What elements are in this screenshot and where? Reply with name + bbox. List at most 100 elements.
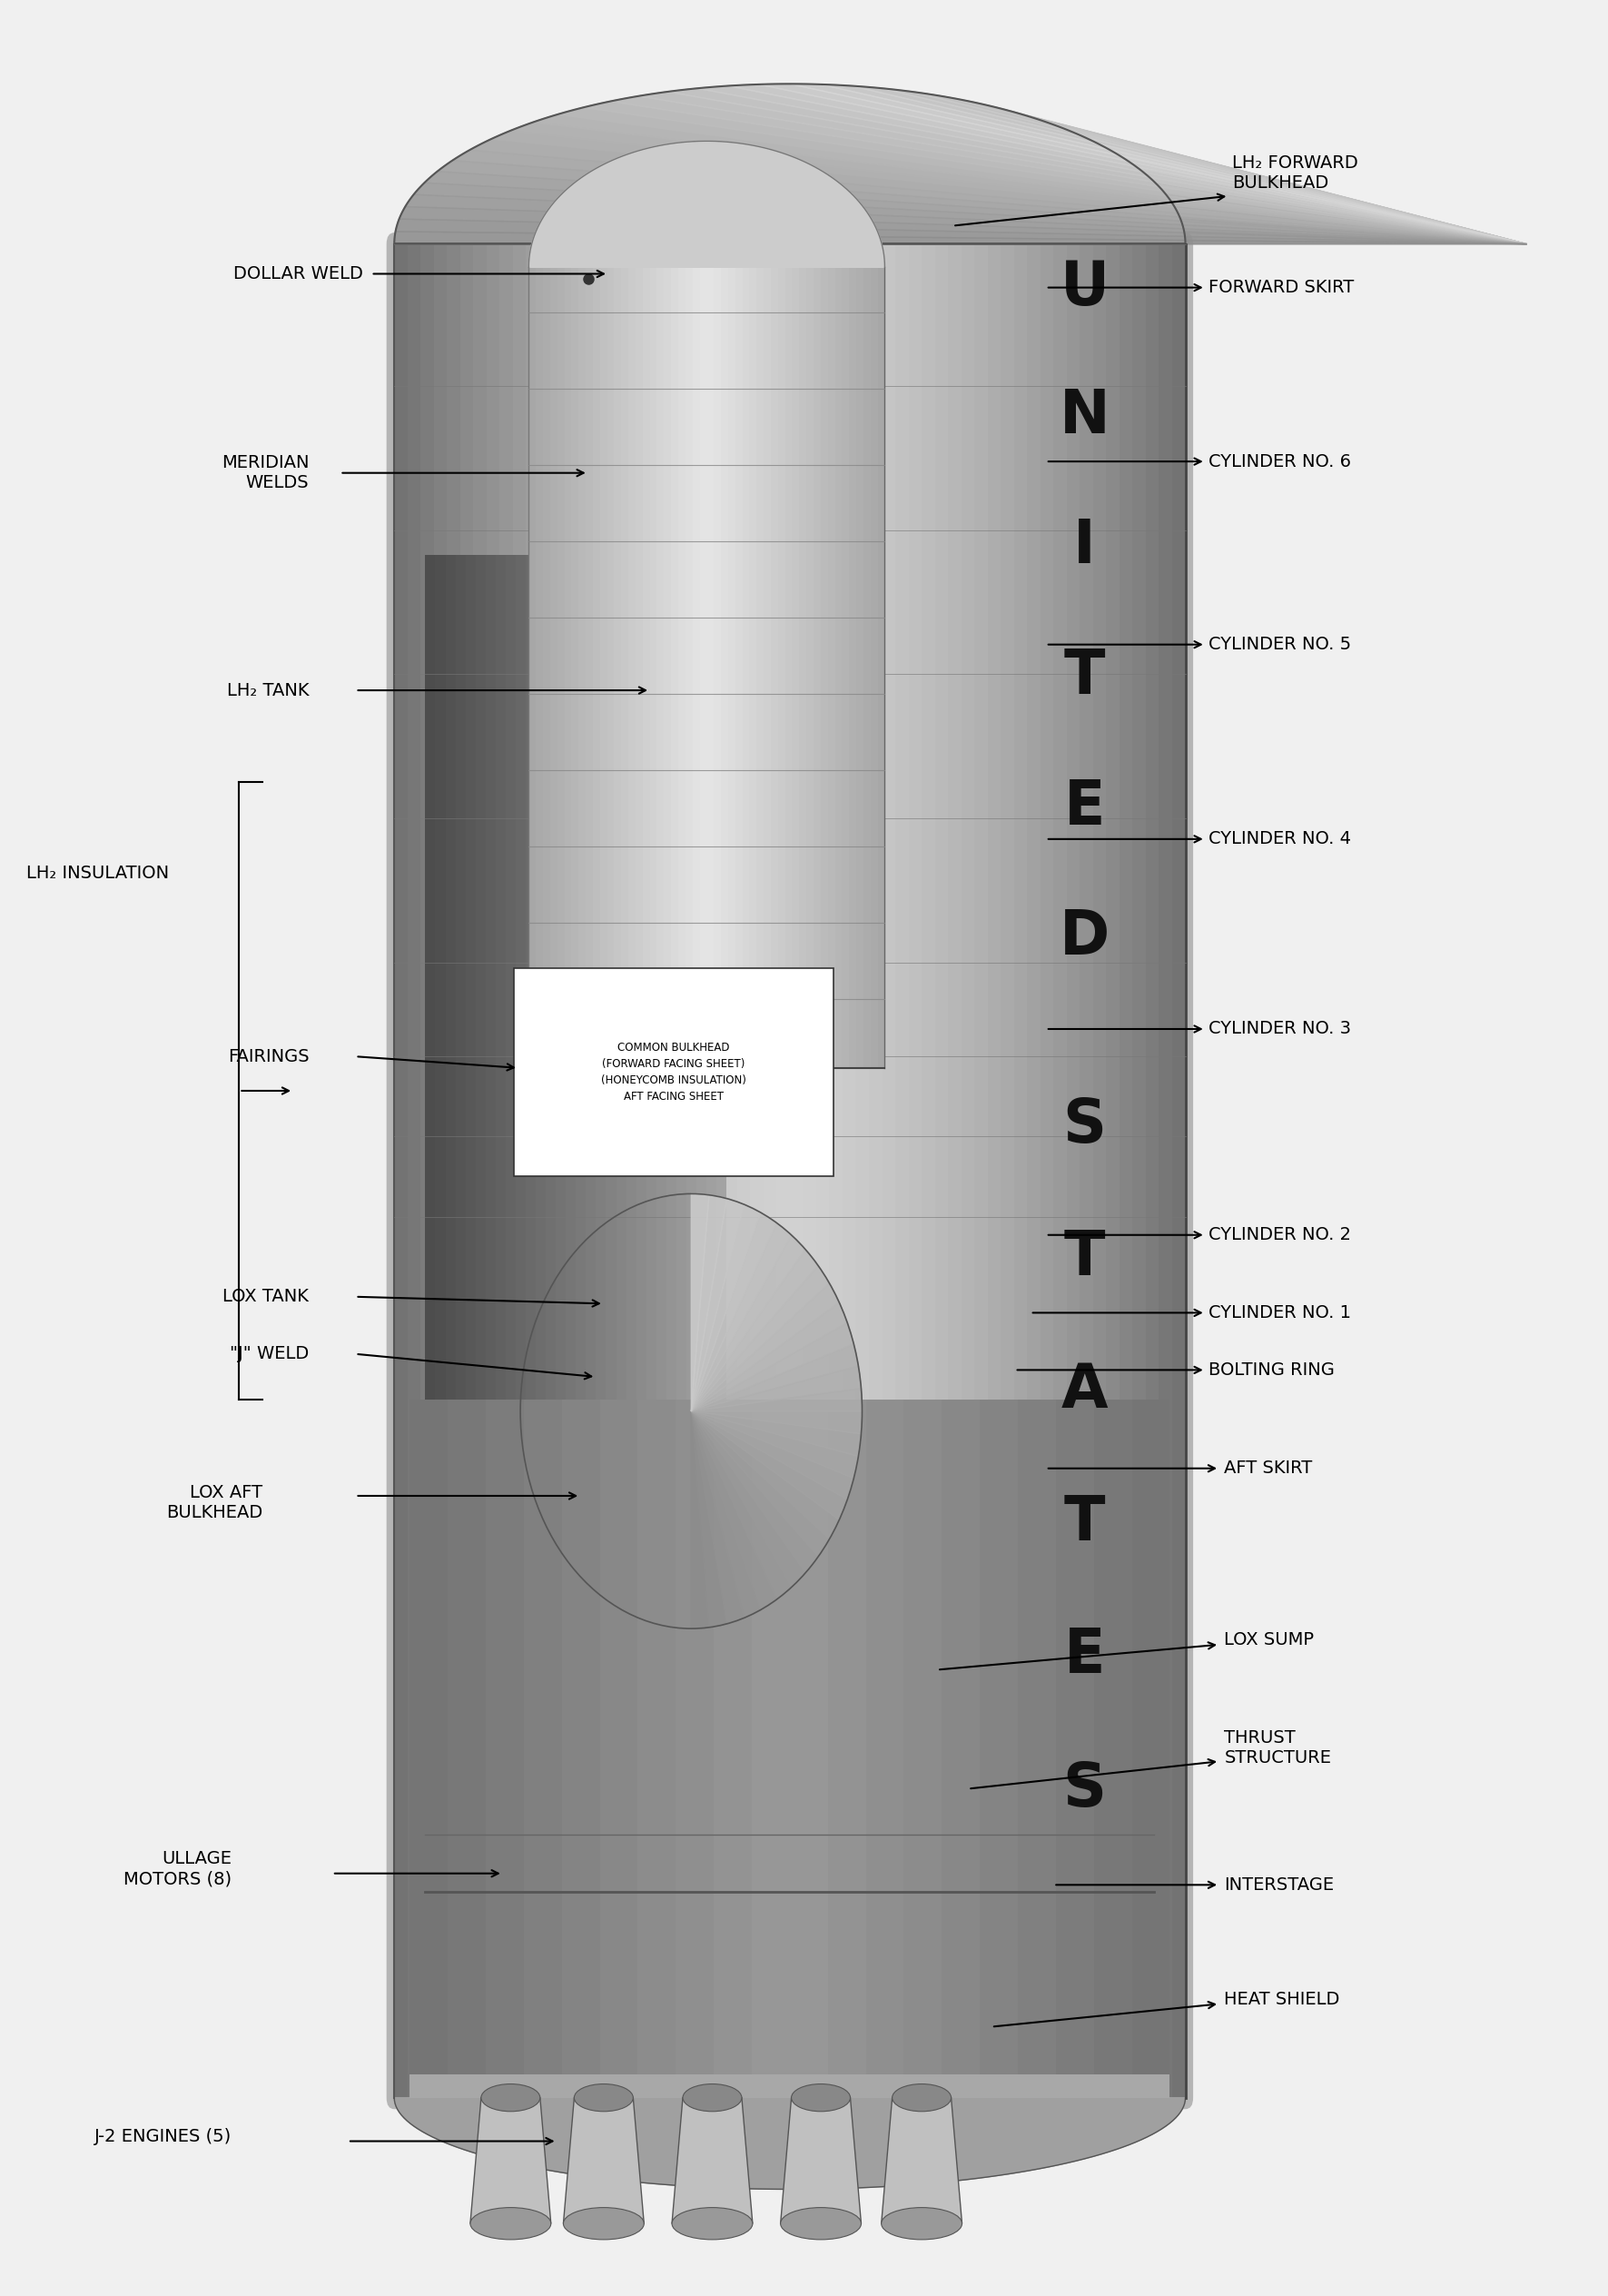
Polygon shape (780, 2099, 862, 2223)
Bar (1132, 243, 1147, 2099)
Bar (425, 556, 436, 2076)
Bar (579, 243, 592, 2099)
Bar (714, 266, 720, 1068)
Bar (714, 1401, 753, 2076)
Bar (770, 266, 778, 1068)
Bar (495, 556, 505, 2076)
Bar (696, 556, 706, 2076)
Text: AFT SKIRT: AFT SKIRT (1224, 1460, 1312, 1476)
Bar (790, 1401, 828, 2076)
Bar (830, 243, 843, 2099)
Polygon shape (638, 92, 1526, 243)
Bar (753, 1401, 790, 2076)
Polygon shape (470, 140, 1526, 243)
Text: FORWARD SKIRT: FORWARD SKIRT (1209, 278, 1354, 296)
Bar (870, 266, 878, 1068)
Polygon shape (790, 85, 1526, 243)
Text: CYLINDER NO. 2: CYLINDER NO. 2 (1209, 1226, 1351, 1244)
Polygon shape (691, 1412, 830, 1557)
Bar (592, 243, 605, 2099)
Bar (608, 266, 614, 1068)
Polygon shape (437, 161, 1526, 243)
Bar (666, 556, 677, 2076)
Bar (1015, 243, 1028, 2099)
Bar (571, 266, 579, 1068)
Bar (921, 243, 934, 2099)
Polygon shape (691, 1412, 839, 1538)
Bar (516, 556, 526, 2076)
Polygon shape (1023, 115, 1526, 243)
Polygon shape (510, 122, 1526, 243)
Text: HEAT SHIELD: HEAT SHIELD (1224, 1991, 1339, 2009)
Bar (410, 1401, 1171, 2099)
Bar (671, 266, 679, 1068)
Bar (505, 556, 516, 2076)
Bar (706, 556, 717, 2076)
Bar (865, 1401, 904, 2076)
Text: S: S (1063, 1095, 1106, 1155)
Bar (621, 266, 629, 1068)
Text: THRUST
STRUCTURE: THRUST STRUCTURE (1224, 1729, 1331, 1766)
Bar (658, 243, 671, 2099)
Bar (1132, 1401, 1171, 2076)
Polygon shape (1090, 140, 1526, 243)
Bar (974, 243, 987, 2099)
Text: CYLINDER NO. 6: CYLINDER NO. 6 (1209, 452, 1351, 471)
Polygon shape (691, 1322, 854, 1412)
Bar (585, 266, 593, 1068)
Bar (896, 243, 909, 2099)
Bar (1040, 243, 1053, 2099)
Text: CYLINDER NO. 5: CYLINDER NO. 5 (1209, 636, 1351, 652)
Bar (711, 243, 724, 2099)
Text: T: T (1064, 647, 1105, 707)
Ellipse shape (892, 2085, 952, 2112)
Ellipse shape (780, 2206, 862, 2239)
Text: A: A (1061, 1362, 1108, 1421)
Text: D: D (1060, 907, 1110, 967)
Bar (717, 556, 727, 2076)
Polygon shape (532, 115, 1526, 243)
Bar (658, 266, 664, 1068)
Bar (553, 243, 566, 2099)
Text: CYLINDER NO. 1: CYLINDER NO. 1 (1209, 1304, 1351, 1322)
Ellipse shape (881, 2206, 962, 2239)
Bar (585, 556, 597, 2076)
Polygon shape (609, 96, 1526, 243)
Bar (685, 243, 698, 2099)
Bar (1056, 1401, 1093, 2076)
Bar (817, 243, 830, 2099)
Bar (857, 266, 863, 1068)
Bar (476, 556, 486, 2076)
Bar (513, 243, 526, 2099)
Bar (962, 243, 974, 2099)
Ellipse shape (470, 2206, 552, 2239)
Text: J-2 ENGINES (5): J-2 ENGINES (5) (93, 2128, 232, 2144)
Bar (646, 556, 656, 2076)
Bar (883, 243, 896, 2099)
Polygon shape (667, 87, 1526, 243)
Bar (677, 556, 687, 2076)
Bar (447, 243, 460, 2099)
Bar (643, 266, 650, 1068)
Ellipse shape (574, 2085, 634, 2112)
Bar (486, 1401, 524, 2076)
Polygon shape (759, 85, 1526, 243)
Bar (764, 243, 777, 2099)
Bar (675, 1401, 714, 2076)
Bar (671, 243, 685, 2099)
Polygon shape (691, 1412, 862, 1435)
Bar (708, 266, 714, 1068)
Bar (949, 243, 962, 2099)
Polygon shape (997, 108, 1526, 243)
Polygon shape (691, 1412, 854, 1499)
Bar (855, 243, 868, 2099)
Polygon shape (728, 85, 1526, 243)
Text: E: E (1064, 776, 1105, 838)
Bar (421, 243, 434, 2099)
Bar (564, 266, 571, 1068)
Bar (835, 266, 843, 1068)
Bar (987, 243, 1000, 2099)
Bar (1028, 243, 1040, 2099)
Bar (626, 556, 637, 2076)
Bar (600, 266, 608, 1068)
